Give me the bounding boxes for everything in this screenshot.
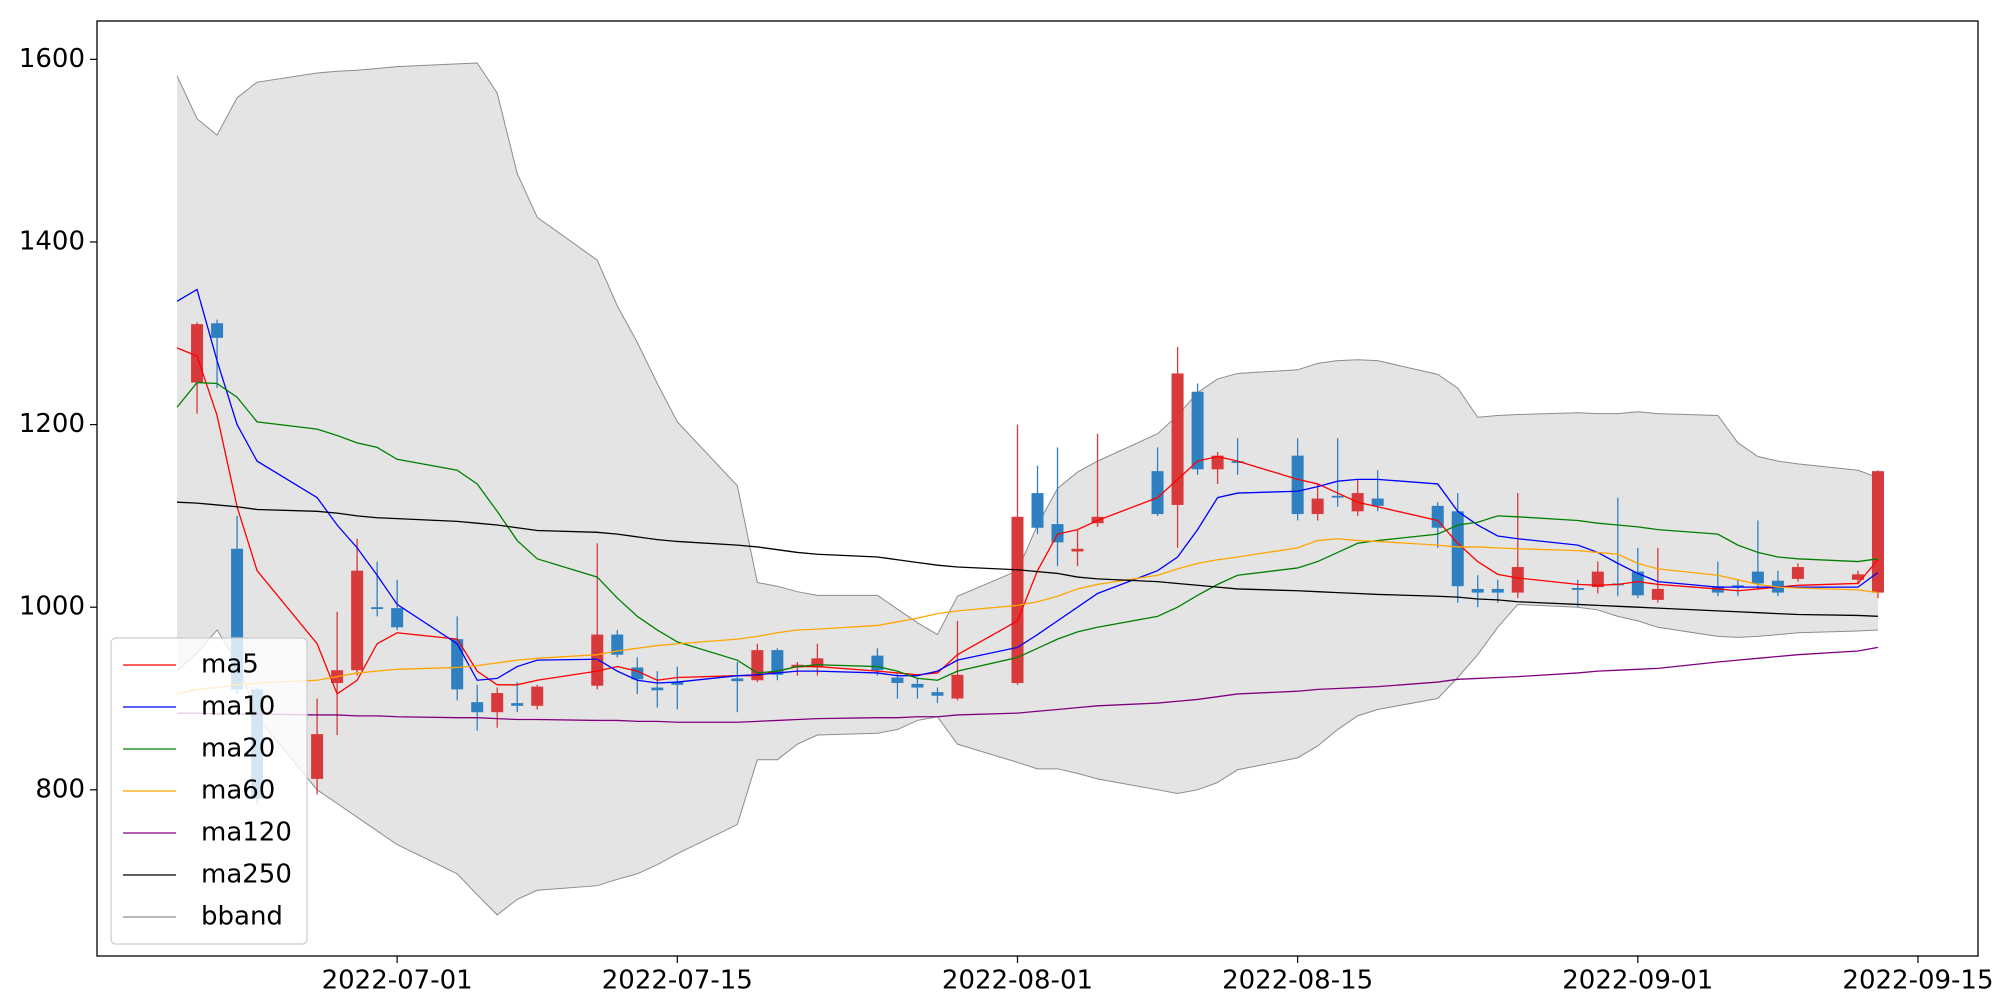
candle-body [1031, 493, 1044, 528]
x-tick-label: 2022-09-01 [1562, 966, 1713, 996]
ma-line [176, 347, 1879, 695]
candle-body [1331, 495, 1344, 498]
ma-line [176, 288, 1879, 684]
legend-label: ma60 [201, 776, 275, 806]
candle-body [811, 658, 824, 668]
candle-body [1171, 373, 1184, 505]
candle-body [1631, 571, 1644, 596]
legend-label: ma20 [201, 734, 275, 764]
candle-body [311, 734, 324, 779]
candle-body [611, 634, 624, 655]
candle-body [1071, 548, 1084, 552]
y-tick-label: 1000 [19, 592, 85, 622]
candle-body [1491, 588, 1504, 593]
x-tick-label: 2022-08-01 [942, 966, 1093, 996]
candle-body [1511, 567, 1524, 593]
candle-body [1231, 461, 1244, 463]
candle-body [651, 687, 664, 691]
candle-body [771, 650, 784, 675]
legend-label: ma120 [201, 818, 292, 848]
candle-body [471, 702, 484, 713]
candle-body [1011, 516, 1024, 683]
x-tick-label: 2022-07-01 [322, 966, 473, 996]
x-tick-label: 2022-09-15 [1842, 966, 1993, 996]
candle-body [1471, 588, 1484, 593]
candle-body [1191, 391, 1204, 470]
candle-body [1371, 498, 1384, 506]
candle-body [671, 682, 684, 685]
x-tick-label: 2022-07-15 [602, 966, 753, 996]
candle-body [211, 323, 224, 338]
band-lower [176, 603, 1878, 916]
candle-body [1211, 455, 1224, 470]
candle-body [1591, 571, 1604, 588]
candle-body [951, 674, 964, 699]
candle-body [1051, 524, 1064, 543]
candle-body [1571, 588, 1584, 590]
ma-line [176, 538, 1879, 695]
ma-line [177, 501, 1878, 617]
candle-body [1451, 511, 1464, 587]
candle-body [371, 607, 384, 610]
y-tick-label: 1200 [19, 409, 85, 439]
candle-body [911, 683, 924, 688]
legend-box [110, 637, 308, 945]
y-tick-label: 1400 [19, 226, 85, 256]
band-upper [176, 62, 1879, 636]
candle-body [591, 634, 604, 686]
axes-frame [96, 20, 1979, 957]
plot-area [176, 62, 1884, 916]
candle-body [1291, 455, 1304, 515]
legend-label: ma5 [201, 650, 259, 680]
candle-body [1431, 505, 1444, 528]
candle-body [1871, 471, 1884, 593]
candle-body [631, 667, 644, 680]
ma-line [177, 646, 1879, 723]
candle-body [1311, 498, 1324, 515]
y-tick-label: 1600 [19, 44, 85, 74]
candle-body [391, 608, 404, 628]
legend-label: ma250 [201, 860, 292, 890]
candle-body [931, 692, 944, 696]
candle-body [511, 703, 524, 706]
candle-body [1851, 574, 1864, 580]
candle-body [891, 677, 904, 683]
candle-body [351, 570, 364, 671]
candle-body [1731, 585, 1744, 588]
candle-body [1751, 571, 1764, 584]
x-tick-label: 2022-08-15 [1222, 966, 1373, 996]
candle-body [1791, 567, 1804, 579]
candle-body [491, 693, 504, 713]
y-tick-label: 800 [35, 774, 85, 804]
candle-body [451, 639, 464, 690]
legend-label: bband [201, 902, 283, 932]
ma-line [176, 381, 1879, 681]
band-fill [177, 63, 1878, 915]
axes: 800 1000 1200 1400 1600 2022-07-01 2022-07-15 2… [19, 44, 1994, 996]
candle-body [191, 324, 204, 383]
candle-body [1651, 588, 1664, 600]
candle-body [531, 686, 544, 706]
candle-body [731, 678, 744, 682]
legend: ma5 ma10 ma20 ma60 ma120 ma250 bband [110, 637, 308, 945]
legend-label: ma10 [201, 692, 275, 722]
candle-body [1151, 471, 1164, 515]
